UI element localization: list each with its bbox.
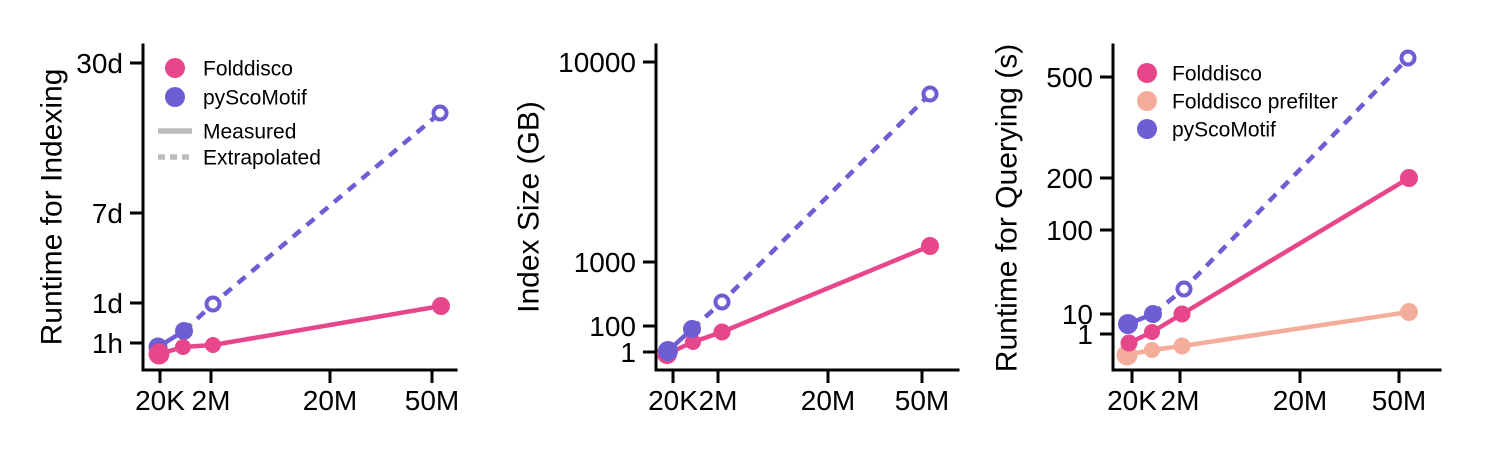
data-point-pyscomotif [1144, 305, 1162, 323]
series-line-folddisco [664, 243, 933, 357]
series-line-folddisco [156, 303, 444, 357]
legend-label: pyScoMotif [203, 86, 307, 109]
data-point-folddisco [1173, 305, 1191, 323]
legend-dot-folddisco [165, 58, 185, 78]
panel-runtime-for-querying: 500 200 100 101 20K 2M 20M 50M Runtime for Query… [991, 43, 1442, 416]
x-tick-label: 20K [648, 385, 698, 416]
data-point-open-pyscomotif [1175, 280, 1193, 298]
y-tick-label: 200 [1046, 163, 1093, 194]
y-axis-title: Runtime for Querying (s) [991, 44, 1024, 372]
axes [1111, 43, 1442, 372]
data-point-pyscomotif [683, 320, 701, 338]
x-tick-label: 20K [135, 385, 185, 416]
data-point-folddisco [685, 334, 701, 350]
axes [654, 43, 960, 372]
legend-dot-folddisco [1137, 63, 1157, 83]
data-point-open-pyscomotif [713, 293, 731, 311]
data-point-folddisco [1120, 334, 1138, 352]
y-tick-label: 100 [1046, 215, 1093, 246]
x-tick-label: 50M [1372, 385, 1426, 416]
y-tick-label: 1000 [574, 247, 636, 278]
x-tick-label: 2M [699, 385, 738, 416]
data-point-folddisco-prefilter [1173, 337, 1191, 355]
x-tick-label: 20M [1273, 385, 1327, 416]
x-tick-label: 2M [1161, 385, 1200, 416]
legend-label: Folddisco [1172, 62, 1262, 85]
x-tick-label: 20M [303, 385, 357, 416]
panel-runtime-for-indexing: 30d 7d 1d 1h 20K 2M 20M 50M Runtime for Indexing… [36, 43, 459, 416]
y-tick-label: 500 [1046, 62, 1093, 93]
legend-dot-pyscomotif [165, 87, 185, 107]
data-point-open-pyscomotif [431, 104, 449, 122]
x-tick-label: 20M [801, 385, 855, 416]
data-point-folddisco-prefilter [1144, 342, 1160, 358]
y-tick-label: 100 [589, 311, 636, 342]
legend-dot-folddisco-prefilter [1137, 91, 1157, 111]
data-point-open-pyscomotif [1399, 49, 1417, 67]
y-axis-title: Index Size (GB) [513, 101, 546, 313]
data-point-folddisco [175, 339, 191, 355]
y-tick-label: 7d [92, 198, 123, 229]
data-point-folddisco [1400, 169, 1418, 187]
data-point-folddisco [432, 297, 450, 315]
legend-label: Folddisco [203, 57, 293, 80]
y-tick-label: 10000 [558, 47, 636, 78]
y-tick-label: 30d [76, 48, 123, 79]
axes [141, 43, 458, 372]
y-tick-label: 1h [92, 328, 123, 359]
y-tick-label: 1 [620, 337, 636, 368]
data-point-folddisco [921, 237, 939, 255]
data-point-open-pyscomotif [204, 295, 222, 313]
legend-label: Folddisco prefilter [1172, 90, 1338, 113]
data-point-open-pyscomotif [921, 85, 939, 103]
y-tick-label: 1d [92, 288, 123, 319]
data-point-pyscomotif [175, 322, 193, 340]
legend-label: Measured [203, 120, 296, 143]
x-tick-label: 50M [895, 385, 949, 416]
data-point-folddisco [148, 343, 170, 365]
legend-dot-pyscomotif [1137, 119, 1157, 139]
series-line-folddisco [1126, 175, 1412, 346]
legend-label: Extrapolated [203, 146, 321, 169]
data-point-pyscomotif [1118, 314, 1138, 334]
x-tick-label: 20K [1107, 385, 1157, 416]
data-point-folddisco [1144, 324, 1160, 340]
data-point-folddisco [205, 337, 221, 353]
series-line-folddisco-prefilter [1124, 309, 1412, 358]
y-tick-label: 10 [1062, 299, 1093, 330]
x-tick-label: 2M [192, 385, 231, 416]
y-tick-label: 1 [1077, 319, 1093, 350]
data-point-pyscomotif [658, 341, 678, 361]
data-point-folddisco-prefilter [1400, 303, 1418, 321]
x-tick-label: 50M [405, 385, 459, 416]
legend-label: pyScoMotif [1172, 118, 1276, 141]
y-axis-title: Runtime for Indexing [36, 69, 69, 346]
data-point-folddisco [713, 323, 731, 341]
